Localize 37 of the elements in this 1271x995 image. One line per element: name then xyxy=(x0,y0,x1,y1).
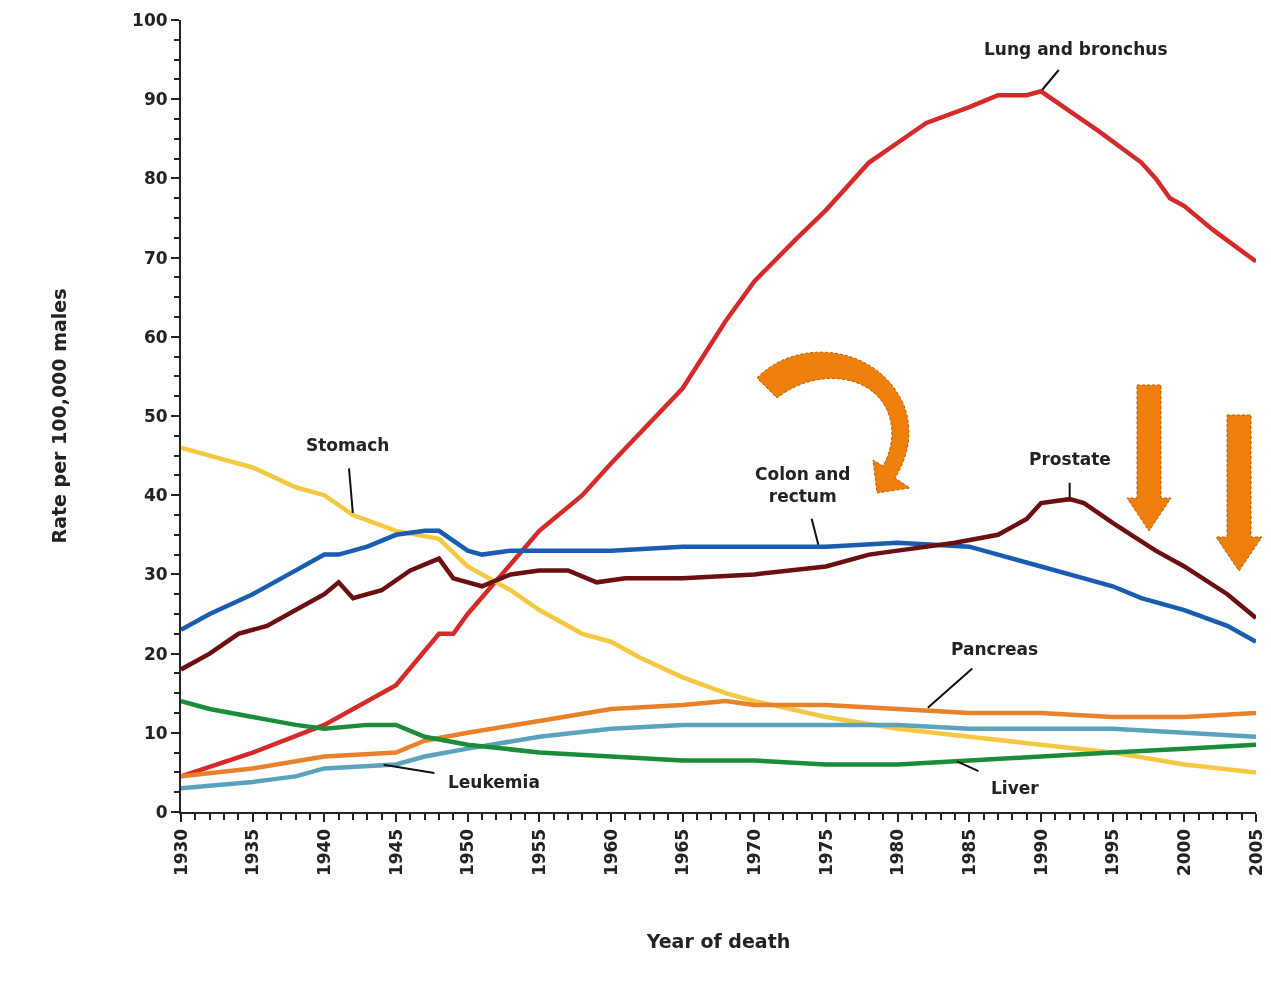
annotation: Leukemia xyxy=(448,772,540,792)
y-tick-label: 10 xyxy=(143,722,168,743)
annotation: Pancreas xyxy=(951,639,1039,659)
x-tick-label: 1950 xyxy=(457,828,478,877)
x-axis-title: Year of death xyxy=(645,930,791,953)
x-tick-label: 1945 xyxy=(385,828,406,877)
x-tick-label: 1955 xyxy=(528,828,549,877)
x-tick-label: 1990 xyxy=(1030,828,1051,877)
x-tick-label: 1940 xyxy=(313,828,334,877)
x-tick-label: 1980 xyxy=(887,828,908,877)
y-tick-label: 70 xyxy=(143,247,168,268)
x-tick-label: 1970 xyxy=(743,828,764,877)
x-tick-label: 1930 xyxy=(170,828,191,877)
x-tick-label: 2005 xyxy=(1245,828,1266,877)
x-tick-label: 1935 xyxy=(242,828,263,877)
y-tick-label: 30 xyxy=(143,564,168,585)
annotation: Colon and rectum xyxy=(755,464,851,507)
annotation: Prostate xyxy=(1029,449,1111,469)
y-tick-label: 50 xyxy=(143,405,168,426)
y-tick-label: 20 xyxy=(143,643,168,664)
line-series xyxy=(181,528,1256,644)
x-tick-label: 1985 xyxy=(958,828,979,877)
y-tick-label: 0 xyxy=(155,801,168,822)
x-tick-label: 1995 xyxy=(1102,828,1123,877)
annotation: Liver xyxy=(991,778,1040,798)
y-tick-label: 40 xyxy=(143,485,168,506)
x-tick-label: 1965 xyxy=(672,828,693,877)
y-axis-title: Rate per 100,000 males xyxy=(48,288,71,544)
x-tick-label: 1975 xyxy=(815,828,836,877)
x-tick-label: 1960 xyxy=(600,828,621,877)
annotation: Lung and bronchus xyxy=(984,39,1168,59)
y-tick-label: 80 xyxy=(143,168,168,189)
x-tick-label: 2000 xyxy=(1173,828,1194,877)
y-tick-label: 60 xyxy=(143,326,168,347)
annotation: Stomach xyxy=(306,435,390,455)
y-tick-label: 90 xyxy=(143,89,168,110)
y-tick-label: 100 xyxy=(132,9,168,30)
